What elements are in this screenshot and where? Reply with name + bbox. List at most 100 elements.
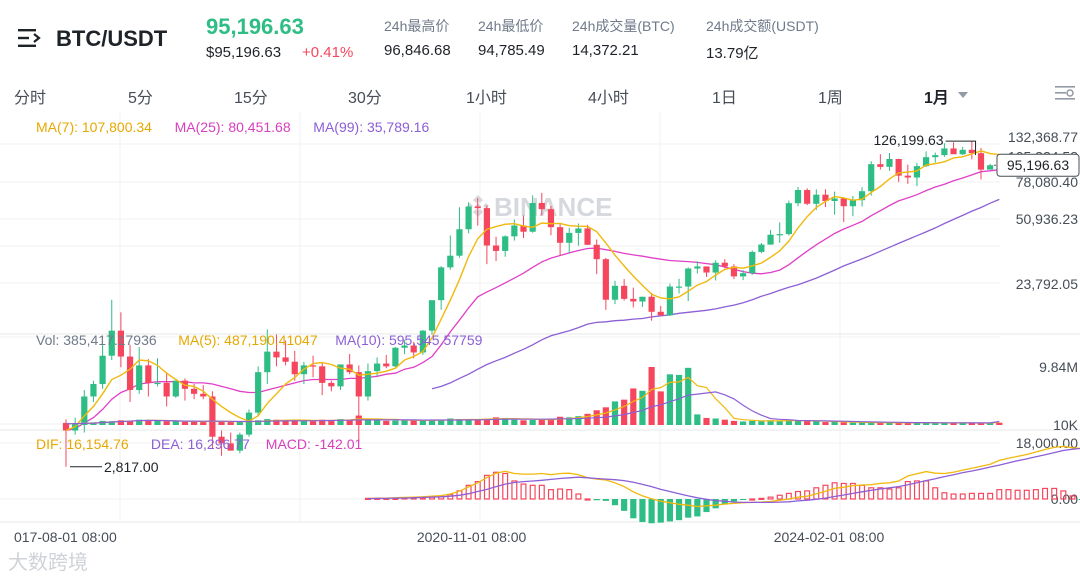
volume-bar bbox=[227, 422, 234, 425]
tab-15m[interactable]: 15分 bbox=[234, 90, 268, 107]
candle bbox=[447, 255, 454, 268]
macd-bar bbox=[913, 480, 920, 500]
volume-bar bbox=[245, 421, 253, 425]
volume-bar bbox=[685, 367, 692, 425]
candle bbox=[685, 268, 692, 287]
macd-bar bbox=[483, 474, 490, 500]
settings-icon[interactable] bbox=[1054, 84, 1076, 102]
volume-bar bbox=[639, 390, 646, 425]
tab-1h[interactable]: 1小时 bbox=[466, 90, 507, 107]
volume-bar bbox=[172, 421, 179, 425]
high-marker-line bbox=[945, 140, 977, 156]
candle bbox=[904, 175, 911, 178]
candle bbox=[968, 149, 975, 154]
macd-bar bbox=[712, 499, 719, 509]
stat-label: 24h最低价 bbox=[478, 18, 544, 34]
candle bbox=[813, 194, 820, 204]
tab-5m[interactable]: 5分 bbox=[128, 90, 153, 107]
macd-bar bbox=[1069, 495, 1076, 500]
macd-bar bbox=[987, 492, 994, 500]
volume-axis: 9.84M 10K bbox=[1039, 359, 1079, 433]
volume-bar bbox=[886, 422, 893, 425]
macd-bar bbox=[502, 472, 509, 500]
volume-legend-item: Vol: 385,417.17936 bbox=[36, 332, 157, 348]
price-chart[interactable]: BINANCE MA(7): 107,800.34 MA(25): 80,451.… bbox=[0, 112, 1080, 542]
macd-bar bbox=[657, 499, 664, 523]
volume-bar bbox=[703, 417, 710, 425]
stat-label: 24h成交量(BTC) bbox=[572, 18, 675, 34]
chevron-down-icon[interactable] bbox=[958, 92, 968, 98]
candle bbox=[90, 384, 97, 397]
ma7-line bbox=[65, 150, 1000, 432]
tab-1d[interactable]: 1日 bbox=[712, 90, 737, 107]
candle bbox=[456, 229, 463, 256]
volume-bar bbox=[602, 407, 609, 425]
x-tick-label: 2024-02-01 08:00 bbox=[774, 529, 885, 542]
volume-bar bbox=[950, 422, 957, 425]
volume-bar bbox=[996, 422, 1003, 425]
candle bbox=[438, 267, 445, 301]
x-tick-label: 2020-11-01 08:00 bbox=[417, 529, 527, 542]
volume-bar bbox=[785, 419, 792, 425]
tab-1month[interactable]: 1月 bbox=[924, 90, 949, 107]
footer-watermark: 大数跨境 bbox=[8, 552, 88, 574]
volume-bar bbox=[584, 413, 591, 425]
ma99-path bbox=[431, 198, 1000, 390]
candle bbox=[703, 266, 710, 273]
volume-bar bbox=[520, 420, 527, 425]
trading-pair[interactable]: BTC/USDT bbox=[56, 26, 168, 51]
candle bbox=[337, 364, 344, 387]
macd-bar bbox=[886, 488, 893, 500]
macd-bar bbox=[740, 499, 747, 500]
macd-bar bbox=[977, 492, 984, 500]
tab-1w[interactable]: 1周 bbox=[818, 90, 843, 107]
candle bbox=[172, 380, 179, 397]
dif-path bbox=[367, 445, 1080, 508]
candle bbox=[858, 191, 866, 201]
macd-bar bbox=[749, 498, 756, 501]
macd-bar bbox=[904, 480, 911, 500]
candle bbox=[749, 251, 756, 274]
candle bbox=[694, 266, 701, 269]
candle bbox=[913, 166, 921, 178]
volume-bar bbox=[721, 419, 728, 425]
tab-30m[interactable]: 30分 bbox=[348, 90, 382, 107]
volume-bar bbox=[675, 374, 683, 425]
stat-value: 94,785.49 bbox=[478, 42, 545, 59]
macd-bar bbox=[474, 480, 481, 500]
usd-price: $95,196.63 bbox=[206, 44, 282, 61]
candle bbox=[364, 371, 372, 397]
volume-bar bbox=[154, 420, 161, 425]
ma99-line bbox=[431, 198, 1000, 390]
volume-bar bbox=[502, 417, 509, 425]
menu-icon[interactable] bbox=[18, 28, 44, 48]
volume-bar bbox=[191, 421, 198, 425]
tab-time-sharing[interactable]: 分时 bbox=[14, 90, 47, 107]
low-price-label: 2,817.00 bbox=[104, 459, 159, 475]
candle bbox=[932, 155, 939, 158]
macd-bar bbox=[895, 487, 902, 500]
candle bbox=[136, 365, 143, 391]
candle bbox=[291, 361, 298, 375]
volume-bar bbox=[456, 419, 463, 425]
volume-bar bbox=[181, 421, 189, 425]
tab-4h[interactable]: 4小时 bbox=[588, 90, 629, 107]
volume-bar bbox=[932, 422, 939, 425]
candle bbox=[593, 244, 600, 260]
volume-bar bbox=[923, 422, 930, 425]
volume-bar bbox=[959, 422, 966, 425]
price-annotations: 126,199.63 2,817.00 95,196.63 bbox=[70, 132, 1080, 475]
price-axis: 132,368.77105,224.5878,080.4050,936.2323… bbox=[1008, 129, 1078, 292]
macd-bar bbox=[959, 493, 966, 500]
macd-bar bbox=[840, 482, 847, 500]
volume-bar bbox=[474, 419, 481, 425]
candle bbox=[200, 393, 207, 397]
candle bbox=[602, 259, 609, 300]
candle bbox=[822, 194, 829, 202]
y-tick-label: 132,368.77 bbox=[1008, 129, 1078, 145]
volume-legend-item: MA(5): 487,190.41047 bbox=[178, 332, 318, 348]
candle bbox=[721, 262, 728, 267]
volume-bar bbox=[712, 418, 719, 425]
y-tick-label: 23,792.05 bbox=[1016, 276, 1078, 292]
volume-bar bbox=[117, 420, 124, 425]
